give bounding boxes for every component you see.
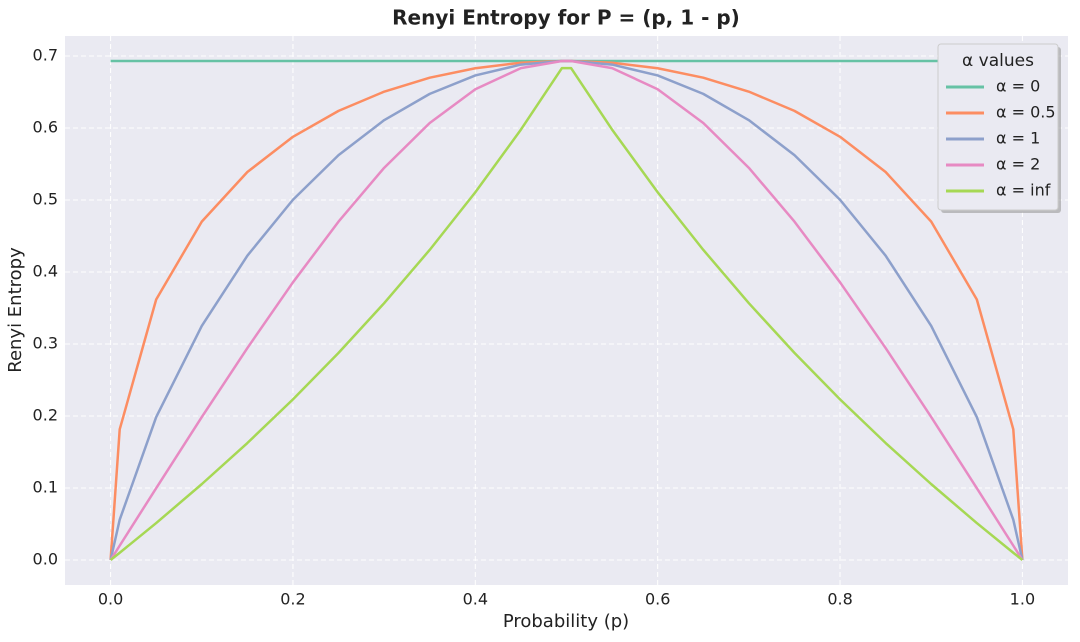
chart-title: Renyi Entropy for P = (p, 1 - p) xyxy=(392,6,740,30)
legend-title: α values xyxy=(962,51,1034,71)
legend-label: α = 2 xyxy=(996,155,1040,174)
y-axis-label: Renyi Entropy xyxy=(5,247,26,373)
x-tick-label: 0.0 xyxy=(98,590,123,609)
legend-label: α = 0.5 xyxy=(996,103,1056,122)
x-tick-label: 0.2 xyxy=(280,590,305,609)
x-axis-label: Probability (p) xyxy=(503,611,629,632)
lines xyxy=(109,59,1024,561)
y-tick-label: 0.3 xyxy=(33,334,58,353)
x-tick-label: 0.8 xyxy=(827,590,852,609)
series-line xyxy=(109,66,1024,561)
y-tick-label: 0.2 xyxy=(33,406,58,425)
grid: 0.0 0.2 0.4 0.6 0.8 1.0 0.0 0.1 0.2 0.3 0.4 0.5 0.6 0… xyxy=(33,36,1068,609)
legend-label: α = 0 xyxy=(996,77,1040,96)
y-tick-label: 0.4 xyxy=(33,262,58,281)
y-tick-label: 0.7 xyxy=(33,46,58,65)
y-tick-label: 0.5 xyxy=(33,190,58,209)
y-tick-label: 0.6 xyxy=(33,118,58,137)
y-tick-label: 0.0 xyxy=(33,550,58,569)
series-line xyxy=(109,59,1024,561)
legend-label: α = inf xyxy=(996,181,1051,200)
legend: α values α = 0 α = 0.5 α = 1 α = 2 α = inf xyxy=(937,43,1061,213)
legend-label: α = 1 xyxy=(996,129,1040,148)
y-tick-label: 0.1 xyxy=(33,478,58,497)
x-tick-label: 0.6 xyxy=(645,590,670,609)
x-tick-label: 0.4 xyxy=(463,590,488,609)
plot-area xyxy=(65,36,1068,585)
x-tick-label: 1.0 xyxy=(1010,590,1035,609)
